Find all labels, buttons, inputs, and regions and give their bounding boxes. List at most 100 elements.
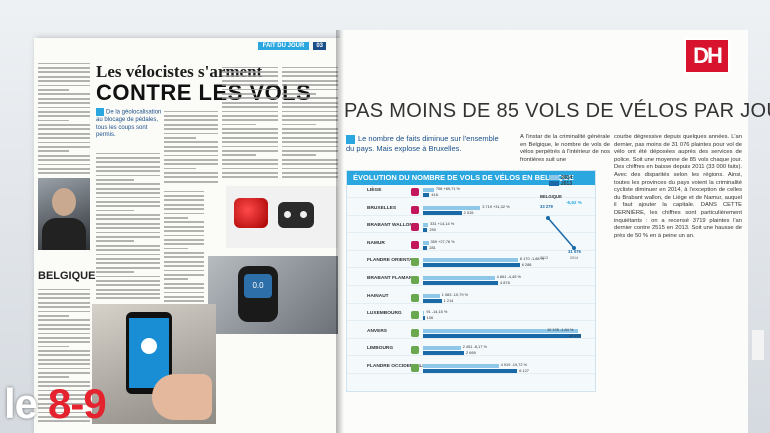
text-line bbox=[96, 236, 160, 238]
chart-row: BRABANT WALLON 331 +14,14 % 290 bbox=[347, 221, 595, 236]
text-line bbox=[38, 301, 90, 304]
thumbs-up-icon bbox=[411, 293, 419, 302]
text-line bbox=[222, 79, 278, 82]
text-line bbox=[164, 265, 204, 268]
value-2013-label: 4 878 bbox=[500, 280, 510, 285]
text-line bbox=[96, 183, 160, 186]
text-line bbox=[164, 145, 218, 148]
front-light-icon bbox=[278, 202, 314, 228]
show-logo: le 8-9 bbox=[0, 374, 118, 433]
bar-2013 bbox=[423, 245, 428, 250]
text-line bbox=[96, 152, 160, 155]
thumbs-up-icon bbox=[411, 276, 419, 284]
inset-2014-value: 31 076 bbox=[568, 249, 581, 254]
text-line bbox=[164, 172, 218, 174]
text-line bbox=[222, 167, 278, 170]
value-2014-label: 359 +27,76 % bbox=[430, 238, 455, 244]
thumbs-down-icon bbox=[411, 223, 419, 232]
text-line bbox=[164, 190, 204, 193]
value-2013-label: 6 288 bbox=[521, 262, 532, 268]
text-line bbox=[222, 97, 278, 100]
text-line bbox=[38, 102, 90, 104]
inset-change: -6,62 % bbox=[566, 200, 582, 205]
thumbs-up-icon bbox=[411, 258, 419, 267]
value-2014-label: 10 105 -1,64 % bbox=[547, 326, 574, 332]
text-line bbox=[38, 128, 90, 131]
bar-2013 bbox=[423, 193, 430, 197]
inset-line bbox=[546, 216, 576, 250]
text-line bbox=[222, 110, 278, 113]
bar-2013 bbox=[423, 298, 442, 303]
text-line bbox=[96, 178, 135, 181]
bar-2013 bbox=[423, 263, 520, 268]
category-label: HAINAUT bbox=[367, 293, 389, 299]
text-line bbox=[282, 136, 338, 139]
bar-2013 bbox=[423, 333, 581, 338]
chart-row: LUXEMBOURG 91 -14,15 % 106 bbox=[347, 309, 595, 324]
text-line bbox=[222, 128, 278, 130]
category-label: LIMBOURG bbox=[367, 346, 394, 352]
text-line bbox=[164, 150, 218, 152]
text-line bbox=[96, 205, 160, 208]
text-line bbox=[282, 163, 338, 165]
text-line bbox=[38, 363, 90, 366]
text-line bbox=[38, 163, 90, 166]
deck-text: De la géolocalisation au blocage de péda… bbox=[96, 108, 162, 139]
text-line bbox=[38, 62, 90, 65]
text-line bbox=[222, 163, 278, 165]
text-line bbox=[164, 282, 204, 285]
text-line bbox=[38, 345, 70, 348]
text-line bbox=[96, 240, 135, 243]
text-line bbox=[96, 266, 160, 269]
chart-row: NAMUR 359 +27,76 % 281 bbox=[347, 238, 595, 254]
text-line bbox=[222, 114, 278, 117]
text-line bbox=[164, 141, 218, 144]
text-line bbox=[38, 119, 70, 122]
text-line bbox=[38, 115, 90, 118]
text-line bbox=[38, 319, 90, 322]
ebike-display-photo: 0.0 bbox=[208, 256, 338, 334]
category-label: BRABANT WALLON bbox=[367, 223, 413, 229]
bar-chart: ÉVOLUTION DU NOMBRE DE VOLS DE VÉLOS EN … bbox=[346, 170, 596, 392]
page-number: 03 bbox=[313, 42, 326, 50]
text-line bbox=[96, 279, 160, 282]
section-tag: FAIT DU JOUR 03 bbox=[257, 42, 326, 50]
chart-title: ÉVOLUTION DU NOMBRE DE VOLS DE VÉLOS EN … bbox=[347, 171, 595, 185]
text-line bbox=[282, 70, 338, 73]
text-line bbox=[282, 84, 338, 86]
text-line bbox=[222, 101, 278, 104]
text-line bbox=[164, 269, 204, 272]
value-2013-label: 6 127 bbox=[519, 368, 529, 373]
text-line bbox=[222, 171, 278, 174]
bar-2014 bbox=[423, 346, 461, 351]
text-line bbox=[96, 196, 160, 199]
article-title: PAS MOINS DE 85 VOLS DE VÉLOS PAR JOUR E… bbox=[344, 100, 770, 122]
category-label: LIÈGE bbox=[367, 188, 382, 193]
thumbs-down-icon bbox=[411, 205, 419, 214]
text-line bbox=[282, 110, 338, 113]
bar-2014 bbox=[423, 276, 495, 280]
text-line bbox=[164, 176, 218, 179]
text-line bbox=[164, 203, 204, 206]
chart-legend: 2014 2013 bbox=[549, 175, 572, 187]
show-logo-hours: 8-9 bbox=[48, 380, 107, 427]
text-line bbox=[38, 141, 90, 144]
value-2014-label: 4 919 -19,72 % bbox=[500, 362, 528, 367]
text-line bbox=[38, 106, 90, 109]
text-line bbox=[96, 284, 160, 287]
category-label: BRABANT FLAMAND bbox=[367, 276, 416, 281]
value-2014-label: 91 -14,15 % bbox=[426, 309, 448, 315]
text-line bbox=[38, 167, 90, 170]
text-line bbox=[96, 244, 160, 247]
value-2013-label: 281 bbox=[429, 244, 436, 250]
text-line bbox=[164, 180, 218, 183]
text-line bbox=[38, 154, 90, 157]
text-line bbox=[222, 145, 278, 148]
inset-2013-value: 33 279 bbox=[540, 204, 553, 209]
text-line bbox=[38, 66, 90, 69]
text-line bbox=[38, 372, 90, 374]
left-newspaper-page: FAIT DU JOUR 03 Les vélocistes s'arment … bbox=[34, 38, 340, 433]
text-line bbox=[38, 75, 90, 78]
text-line bbox=[164, 295, 204, 298]
text-line bbox=[38, 398, 90, 401]
